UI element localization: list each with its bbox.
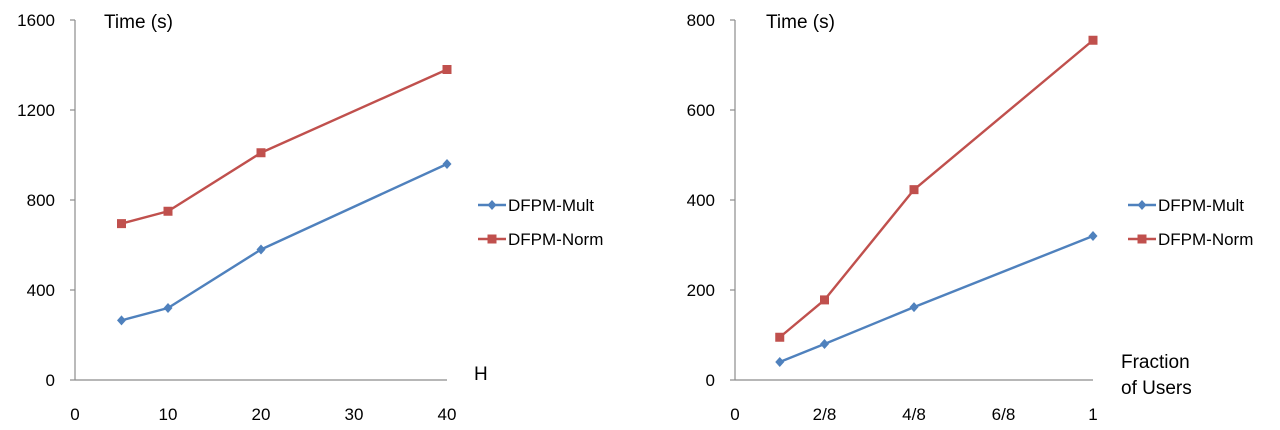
data-point-dfpm-norm (1088, 35, 1098, 45)
x-tick-label: 1 (1088, 405, 1097, 424)
y-tick-label: 800 (27, 191, 55, 210)
x-tick-label: 0 (70, 405, 79, 424)
legend-label-dfpm-mult: DFPM-Mult (508, 196, 594, 215)
data-point-dfpm-norm (820, 295, 829, 305)
y-axis-title: Time (s) (766, 12, 835, 33)
y-tick-label: 0 (706, 371, 715, 390)
x-tick-label: 10 (159, 405, 178, 424)
x-axis-title: H (474, 364, 488, 385)
data-point-dfpm-norm (775, 332, 785, 342)
data-point-dfpm-norm (909, 185, 919, 195)
series-line-dfpm-norm (121, 68, 448, 225)
legend-marker-dfpm-mult (1137, 200, 1147, 210)
data-point-dfpm-mult (117, 315, 126, 326)
data-point-dfpm-norm (117, 219, 126, 229)
y-tick-label: 800 (687, 11, 715, 30)
series-line-dfpm-norm (778, 39, 1094, 339)
data-point-dfpm-norm (442, 65, 452, 74)
legend-marker-dfpm-norm (487, 234, 497, 244)
x-tick-label: 0 (730, 405, 739, 424)
legend-label-dfpm-norm: DFPM-Norm (1158, 230, 1253, 249)
data-point-dfpm-mult (1088, 231, 1098, 241)
y-tick-label: 400 (687, 191, 715, 210)
data-point-dfpm-mult (909, 302, 919, 313)
y-tick-label: 200 (687, 281, 715, 300)
y-tick-label: 600 (687, 101, 715, 120)
data-point-dfpm-norm (163, 206, 173, 216)
y-tick-label: 1200 (17, 101, 55, 120)
y-tick-label: 0 (46, 371, 55, 390)
x-tick-label: 2/8 (813, 405, 837, 424)
legend-marker-dfpm-norm (1137, 234, 1147, 244)
series-line-dfpm-mult (121, 162, 448, 322)
legend-label-dfpm-mult: DFPM-Mult (1158, 196, 1244, 215)
chart-time-vs-fraction-of-users: 0 200 400 600 800 0 2/8 4/8 6/8 1 Time (s) Fraction… (687, 11, 1254, 424)
data-point-dfpm-mult (820, 339, 829, 349)
x-tick-label: 20 (252, 405, 271, 424)
y-tick-label: 1600 (17, 11, 55, 30)
x-axis-title-line: of Users (1121, 378, 1192, 399)
y-tick-label: 400 (27, 281, 55, 300)
data-point-dfpm-norm (256, 148, 266, 158)
data-point-dfpm-mult (442, 159, 452, 169)
x-tick-label: 6/8 (992, 405, 1016, 424)
series-line-dfpm-mult (779, 234, 1094, 364)
x-tick-label: 30 (345, 405, 364, 424)
chart-time-vs-h: 0 400 800 1200 1600 0 10 20 30 40 Time (s) H DFPM-Mu… (17, 11, 603, 424)
y-axis-title: Time (s) (104, 12, 173, 33)
x-tick-label: 40 (438, 405, 457, 424)
x-tick-label: 4/8 (902, 405, 926, 424)
data-point-dfpm-mult (775, 357, 785, 367)
data-point-dfpm-mult (163, 303, 173, 313)
data-point-dfpm-mult (256, 244, 266, 255)
x-axis-title-line: Fraction (1121, 352, 1190, 373)
legend-label-dfpm-norm: DFPM-Norm (508, 230, 603, 249)
legend-marker-dfpm-mult (487, 200, 497, 210)
